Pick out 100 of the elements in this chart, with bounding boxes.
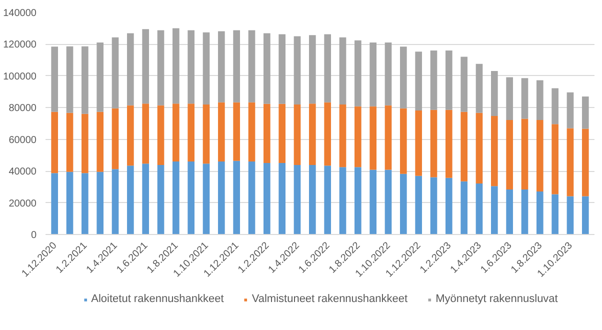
bar: [354, 40, 362, 106]
bar: [202, 104, 210, 164]
bar: [354, 167, 362, 234]
bar: [248, 102, 256, 162]
bar: [172, 162, 180, 234]
bar: [536, 120, 544, 192]
bar: [354, 106, 362, 168]
bar: [521, 118, 528, 190]
bar: [218, 102, 225, 162]
bar: [552, 88, 558, 124]
bar: [521, 78, 528, 119]
bar: [233, 160, 240, 234]
bar: [309, 104, 316, 166]
bar: [476, 64, 483, 113]
bar: [142, 29, 150, 104]
bar: [66, 46, 74, 113]
bar: [566, 92, 574, 128]
bar: [66, 112, 74, 172]
bar: [384, 105, 392, 170]
bar: [82, 173, 88, 234]
bar: [278, 162, 286, 234]
bar: [430, 50, 438, 110]
y-tick-label: 140000: [3, 8, 37, 19]
bar: [112, 169, 119, 234]
y-tick-label: 0: [30, 230, 37, 241]
bar: [278, 34, 286, 104]
bar: [278, 104, 286, 163]
legend-label: Aloitetut rakennushankkeet: [91, 293, 224, 305]
bar: [309, 165, 316, 234]
y-tick-label: 100000: [3, 71, 37, 82]
bar: [506, 120, 513, 190]
bar: [233, 102, 240, 161]
bar: [188, 162, 195, 234]
bar: [188, 104, 195, 162]
bar: [476, 112, 483, 184]
bar: [506, 189, 513, 234]
bar: [264, 33, 270, 104]
bar: [324, 34, 331, 102]
bar: [400, 174, 407, 234]
bar: [142, 104, 150, 164]
bar: [582, 96, 589, 129]
bar: [370, 42, 376, 106]
bar: [142, 164, 150, 234]
bar: [172, 104, 180, 162]
bar: [415, 176, 422, 234]
bar: [370, 170, 376, 234]
bar: [51, 112, 58, 174]
bar: [324, 102, 331, 166]
bar: [309, 35, 316, 104]
bar: [96, 112, 104, 172]
bar: [172, 28, 180, 104]
bar: [294, 36, 301, 104]
bar: [339, 37, 346, 104]
bar: [294, 165, 301, 234]
y-tick-label: 120000: [3, 40, 37, 51]
bar: [460, 112, 468, 182]
bar: [264, 162, 270, 234]
bar: [218, 31, 225, 102]
bar: [324, 166, 331, 234]
bar: [339, 104, 346, 168]
y-tick-label: 60000: [8, 134, 37, 146]
bar: [445, 110, 452, 178]
bar: [112, 37, 119, 108]
bar: [566, 196, 574, 234]
bar: [490, 186, 498, 234]
bar: [202, 32, 210, 104]
bar: [66, 172, 74, 234]
bar: [127, 166, 134, 234]
bar: [157, 30, 164, 106]
bar: [157, 165, 164, 234]
bar: [552, 194, 558, 234]
bar: [400, 108, 407, 174]
bar: [384, 170, 392, 234]
legend-label: Valmistuneet rakennushankkeet: [252, 293, 408, 305]
bar: [430, 177, 438, 234]
bar: [157, 105, 164, 166]
bar: [400, 46, 407, 108]
bar: [339, 167, 346, 234]
bar: [476, 183, 483, 234]
bar: [552, 124, 558, 194]
bar: [415, 52, 422, 110]
bar: [202, 164, 210, 234]
bar: [96, 172, 104, 234]
bar: [566, 128, 574, 196]
bar: [218, 162, 225, 234]
bar: [445, 50, 452, 110]
bar: [82, 46, 88, 114]
bar: [248, 162, 256, 234]
bar: [490, 116, 498, 186]
bar: [96, 42, 104, 112]
bar: [112, 108, 119, 170]
bar: [490, 71, 498, 116]
bar: [233, 30, 240, 102]
bar: [536, 192, 544, 234]
bar: [384, 42, 392, 106]
bar: [521, 189, 528, 234]
y-tick-label: 80000: [8, 103, 37, 114]
bar: [127, 33, 134, 106]
y-tick-label: 40000: [8, 166, 37, 178]
bar: [127, 105, 134, 166]
